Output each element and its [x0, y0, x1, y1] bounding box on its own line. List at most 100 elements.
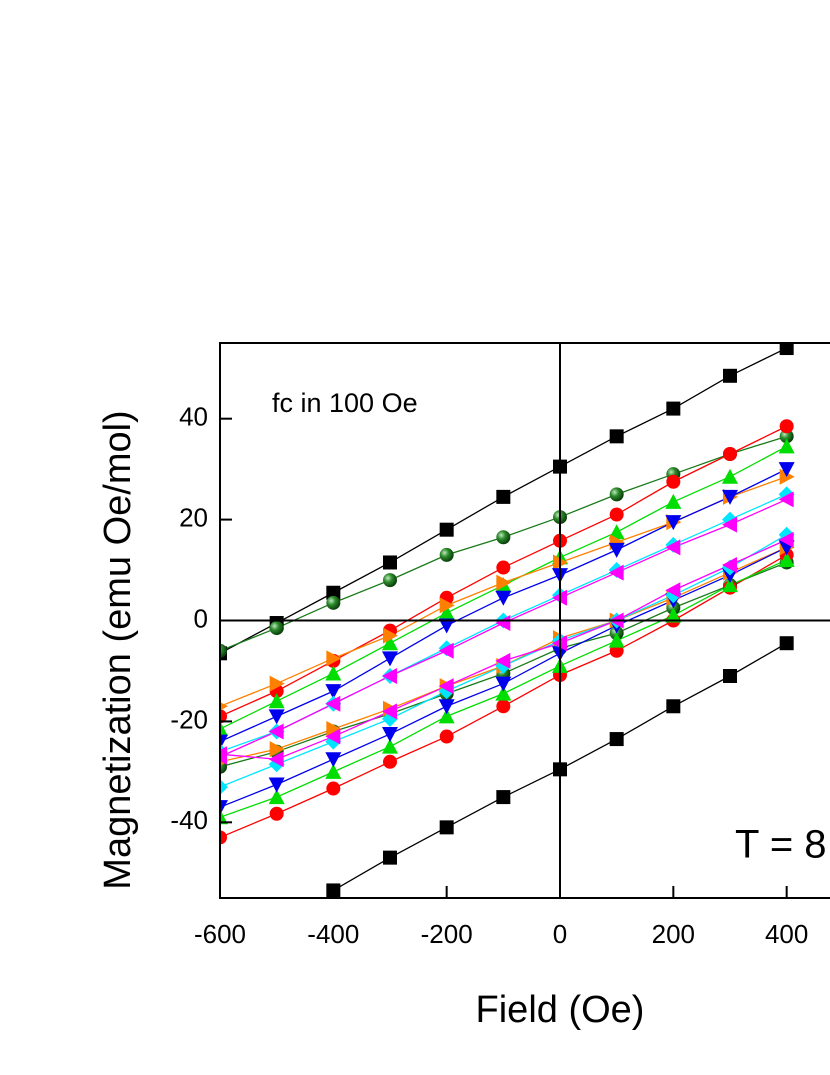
marker: [438, 699, 455, 715]
marker: [609, 507, 624, 522]
marker: [438, 604, 455, 620]
marker: [609, 487, 624, 502]
marker: [608, 564, 624, 581]
marker: [778, 551, 795, 567]
marker: [220, 709, 227, 724]
marker: [496, 574, 512, 591]
y-tick-label: -40: [170, 805, 208, 835]
marker: [496, 560, 511, 575]
marker: [495, 676, 512, 692]
marker: [382, 651, 398, 667]
marker: [723, 447, 737, 461]
marker: [665, 582, 681, 599]
marker: [609, 732, 624, 747]
x-tick-label: 200: [652, 919, 695, 949]
marker: [220, 830, 227, 845]
marker: [268, 709, 285, 725]
annotation: fc in 100 Oe: [272, 388, 418, 418]
marker: [779, 636, 794, 651]
marker: [495, 652, 511, 669]
marker: [382, 703, 397, 720]
marker: [383, 555, 397, 570]
marker: [268, 789, 285, 805]
marker: [326, 720, 342, 737]
marker: [495, 590, 512, 606]
marker: [325, 728, 341, 745]
marker: [325, 684, 342, 700]
marker: [609, 429, 624, 444]
marker: [269, 621, 284, 636]
marker: [439, 820, 454, 835]
marker: [439, 547, 454, 562]
y-axis-label: Magnetization (emu Oe/mol): [97, 410, 139, 889]
marker: [665, 539, 681, 556]
marker: [608, 542, 625, 558]
x-tick-label: 400: [765, 919, 808, 949]
marker: [220, 643, 227, 658]
marker: [438, 708, 455, 724]
marker: [383, 850, 397, 865]
marker: [665, 493, 682, 509]
marker: [496, 699, 511, 714]
marker: [383, 573, 397, 588]
marker: [326, 650, 342, 667]
marker: [383, 754, 397, 769]
marker: [326, 585, 341, 600]
marker: [495, 615, 511, 632]
marker: [723, 669, 737, 683]
marker: [269, 675, 285, 692]
marker: [220, 800, 228, 816]
marker: [439, 729, 454, 744]
marker: [778, 438, 795, 454]
y-tick-label: 20: [179, 502, 208, 532]
marker: [496, 530, 511, 545]
marker: [269, 741, 285, 758]
marker: [722, 489, 738, 505]
marker: [779, 468, 795, 485]
marker: [438, 618, 455, 634]
marker: [325, 695, 341, 712]
x-tick-label: -200: [421, 919, 473, 949]
marker: [220, 746, 227, 763]
marker: [722, 516, 737, 533]
y-tick-label: -20: [170, 704, 208, 734]
marker: [779, 343, 794, 356]
y-tick-label: 40: [179, 402, 208, 432]
x-tick-label: 0: [553, 919, 567, 949]
annotation: T = 8: [735, 823, 827, 867]
marker: [722, 568, 738, 584]
marker: [608, 524, 625, 540]
marker: [220, 779, 228, 795]
marker: [325, 763, 342, 779]
marker: [326, 595, 341, 610]
marker: [325, 665, 342, 681]
marker: [268, 777, 285, 793]
marker: [268, 693, 285, 709]
x-tick-label: -400: [307, 919, 359, 949]
marker: [496, 790, 511, 805]
marker: [382, 668, 397, 684]
marker: [666, 699, 681, 714]
marker: [778, 531, 794, 548]
marker: [439, 597, 455, 614]
marker: [438, 642, 454, 659]
marker: [779, 429, 794, 444]
marker: [778, 462, 795, 478]
marker: [495, 685, 512, 701]
marker: [722, 577, 738, 593]
marker: [666, 474, 681, 489]
marker: [268, 723, 284, 740]
marker: [325, 752, 342, 768]
marker: [779, 419, 794, 434]
marker: [778, 491, 794, 508]
marker: [382, 635, 398, 651]
marker: [722, 557, 737, 573]
marker: [220, 702, 228, 711]
x-axis-label: Field (Oe): [476, 989, 645, 1031]
marker: [496, 489, 511, 504]
marker: [723, 368, 737, 383]
marker: [665, 607, 682, 623]
marker: [220, 809, 228, 825]
x-tick-label: -600: [194, 919, 246, 949]
marker: [608, 632, 625, 648]
